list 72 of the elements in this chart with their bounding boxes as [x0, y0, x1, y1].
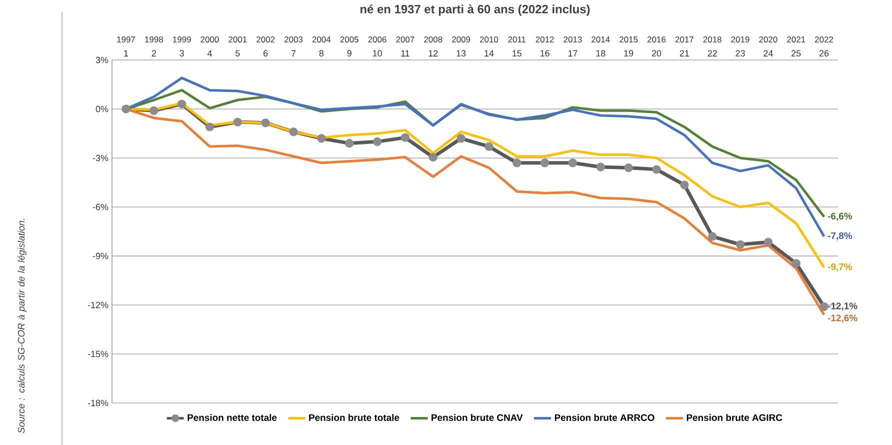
chart-title: né en 1937 et parti à 60 ans (2022 inclus): [360, 4, 590, 16]
x2-tick-label: 2017: [675, 36, 694, 42]
data-label: -9,7%: [828, 263, 852, 272]
x-tick-label: 24: [764, 50, 773, 56]
legend-label: Pension nette totale: [188, 414, 277, 421]
y-tick-label: -6%: [92, 204, 108, 210]
x-tick-label: 12: [428, 50, 438, 56]
x2-tick-label: 2000: [200, 36, 219, 42]
x-tick-label: 10: [372, 50, 382, 56]
x2-tick-label: 2013: [564, 36, 582, 42]
x-tick-label: 16: [540, 50, 550, 56]
data-label: -12,6%: [828, 314, 858, 323]
y-tick-label: -9%: [92, 252, 108, 260]
y-tick-label: -3%: [92, 154, 108, 162]
x2-tick-label: 1997: [117, 36, 135, 42]
x2-tick-label: 2020: [759, 36, 778, 42]
x-tick-label: 19: [624, 50, 634, 56]
x-tick-label: 17: [568, 50, 578, 56]
x2-tick-label: 2014: [592, 36, 610, 42]
legend-label: Pension brute ARRCO: [554, 414, 654, 421]
x-tick-label: 9: [347, 50, 352, 56]
x-tick-label: 4: [207, 50, 212, 56]
x-tick-label: 26: [820, 50, 829, 56]
x-tick-label: 3: [180, 50, 184, 56]
y-tick-label: 0%: [96, 106, 108, 112]
x2-tick-label: 2006: [368, 36, 386, 42]
data-label: -7,8%: [828, 232, 852, 240]
x-tick-label: 25: [792, 50, 801, 56]
x-tick-label: 2: [152, 50, 156, 56]
x2-tick-label: 2016: [648, 36, 666, 42]
x2-tick-label: 2007: [396, 36, 414, 42]
x2-tick-label: 2022: [815, 36, 834, 42]
x2-tick-label: 2010: [480, 36, 498, 42]
source-note: Source : calculs SG-COR à partir de la législation.: [18, 219, 26, 434]
x2-tick-label: 2018: [703, 36, 722, 42]
x2-tick-label: 1998: [145, 36, 163, 42]
x2-tick-label: 2012: [536, 36, 554, 42]
legend-label: Pension brute AGIRC: [686, 414, 782, 421]
x2-tick-label: 2001: [228, 36, 247, 42]
x2-tick-label: 2019: [731, 36, 750, 42]
x2-tick-label: 2005: [340, 36, 358, 42]
y-tick-label: -18%: [88, 400, 108, 406]
x-tick-label: 1: [124, 50, 128, 56]
x-tick-label: 13: [456, 50, 466, 56]
x-tick-label: 6: [264, 50, 268, 56]
data-label: -12,1%: [828, 302, 858, 311]
x-tick-label: 23: [736, 50, 745, 56]
x2-tick-label: 2002: [256, 36, 275, 42]
y-tick-label: -12%: [88, 302, 108, 308]
x-tick-label: 14: [484, 50, 494, 56]
legend-label: Pension brute CNAV: [432, 414, 523, 421]
legend-label: Pension brute totale: [309, 414, 400, 421]
x-tick-label: 7: [291, 50, 296, 56]
x2-tick-label: 2008: [424, 36, 442, 42]
x2-tick-label: 2004: [312, 36, 331, 42]
x2-tick-label: 2011: [508, 36, 526, 42]
x-tick-label: 20: [652, 50, 662, 56]
x-tick-label: 21: [680, 50, 689, 56]
x-tick-label: 18: [596, 50, 606, 56]
x-tick-label: 11: [401, 50, 410, 56]
y-tick-label: 3%: [96, 56, 108, 64]
x2-tick-label: 2003: [284, 36, 303, 42]
x-tick-label: 15: [512, 50, 522, 56]
data-label: -6,6%: [828, 212, 852, 221]
x2-tick-label: 2021: [787, 36, 806, 42]
x2-tick-label: 2015: [620, 36, 638, 42]
x-tick-label: 8: [319, 50, 324, 56]
x2-tick-label: 1999: [173, 36, 191, 42]
x-tick-label: 5: [236, 50, 240, 56]
x-tick-label: 22: [708, 50, 717, 56]
x2-tick-label: 2009: [452, 36, 470, 42]
y-tick-label: -15%: [88, 350, 108, 358]
